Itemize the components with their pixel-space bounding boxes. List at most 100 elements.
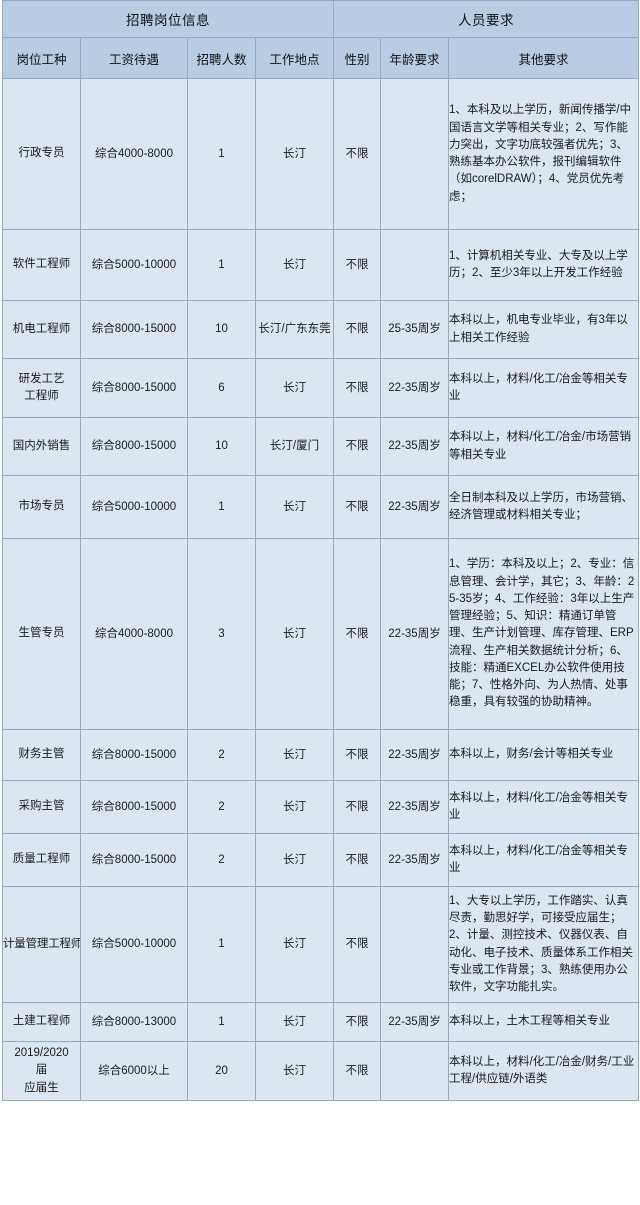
cell-salary: 综合8000-15000	[80, 729, 188, 781]
cell-other-requirements: 本科以上，材料/化工/冶金/市场营销等相关专业	[448, 417, 639, 476]
cell-other-requirements: 本科以上，材料/化工/冶金等相关专业	[448, 358, 639, 418]
table-row: 财务主管 综合8000-15000 2 长汀 不限 22-35周岁 本科以上，财…	[2, 729, 639, 781]
cell-gender: 不限	[333, 729, 381, 781]
cell-other-requirements: 1、大专以上学历，工作踏实、认真尽责，勤思好学，可接受应届生；2、计量、测控技术…	[448, 886, 639, 1003]
cell-age: 22-35周岁	[380, 417, 449, 476]
table-row: 生管专员 综合4000-8000 3 长汀 不限 22-35周岁 1、学历：本科…	[2, 538, 639, 730]
job-listing-table: 招聘岗位信息 人员要求 岗位工种 工资待遇 招聘人数 工作地点 性别 年龄要求 …	[2, 0, 639, 1101]
cell-gender: 不限	[333, 417, 381, 476]
cell-work-location: 长汀	[255, 229, 334, 301]
cell-job-type: 财务主管	[2, 729, 81, 781]
cell-salary: 综合8000-15000	[80, 780, 188, 834]
cell-age	[380, 229, 449, 301]
cell-headcount: 1	[187, 475, 256, 539]
cell-work-location: 长汀	[255, 538, 334, 730]
cell-headcount: 10	[187, 300, 256, 359]
table-row: 机电工程师 综合8000-15000 10 长汀/广东东莞 不限 25-35周岁…	[2, 300, 639, 359]
cell-gender: 不限	[333, 358, 381, 418]
cell-age: 25-35周岁	[380, 300, 449, 359]
cell-gender: 不限	[333, 78, 381, 230]
column-header-work-location: 工作地点	[255, 37, 334, 79]
cell-salary: 综合8000-13000	[80, 1002, 188, 1042]
group-header-personnel-requirements: 人员要求	[333, 0, 639, 38]
column-header-other: 其他要求	[448, 37, 639, 79]
cell-gender: 不限	[333, 780, 381, 834]
table-column-header-row: 岗位工种 工资待遇 招聘人数 工作地点 性别 年龄要求 其他要求	[2, 37, 639, 79]
cell-age: 22-35周岁	[380, 833, 449, 887]
cell-work-location: 长汀	[255, 780, 334, 834]
table-row: 行政专员 综合4000-8000 1 长汀 不限 1、本科及以上学历，新闻传播学…	[2, 78, 639, 230]
cell-age: 22-35周岁	[380, 475, 449, 539]
table-row: 质量工程师 综合8000-15000 2 长汀 不限 22-35周岁 本科以上，…	[2, 833, 639, 887]
cell-headcount: 2	[187, 729, 256, 781]
cell-other-requirements: 本科以上，材料/化工/冶金等相关专业	[448, 833, 639, 887]
cell-work-location: 长汀	[255, 475, 334, 539]
cell-headcount: 1	[187, 1002, 256, 1042]
cell-work-location: 长汀	[255, 1002, 334, 1042]
cell-job-type: 国内外销售	[2, 417, 81, 476]
cell-salary: 综合8000-15000	[80, 417, 188, 476]
cell-other-requirements: 1、学历：本科及以上；2、专业：信息管理、会计学，其它；3、年龄：25-35岁；…	[448, 538, 639, 730]
column-header-headcount: 招聘人数	[187, 37, 256, 79]
cell-job-type: 计量管理工程师	[2, 886, 81, 1003]
cell-age	[380, 886, 449, 1003]
cell-gender: 不限	[333, 475, 381, 539]
cell-gender: 不限	[333, 1002, 381, 1042]
cell-age: 22-35周岁	[380, 358, 449, 418]
table-row: 市场专员 综合5000-10000 1 长汀 不限 22-35周岁 全日制本科及…	[2, 475, 639, 539]
cell-job-type: 2019/2020 届应届生	[2, 1041, 81, 1101]
spreadsheet-sheet: 招聘岗位信息 人员要求 岗位工种 工资待遇 招聘人数 工作地点 性别 年龄要求 …	[2, 0, 639, 1101]
cell-age: 22-35周岁	[380, 729, 449, 781]
cell-other-requirements: 全日制本科及以上学历，市场营销、经济管理或材料相关专业；	[448, 475, 639, 539]
table-row: 软件工程师 综合5000-10000 1 长汀 不限 1、计算机相关专业、大专及…	[2, 229, 639, 301]
cell-gender: 不限	[333, 229, 381, 301]
cell-job-type: 采购主管	[2, 780, 81, 834]
cell-work-location: 长汀	[255, 833, 334, 887]
table-body: 行政专员 综合4000-8000 1 长汀 不限 1、本科及以上学历，新闻传播学…	[2, 78, 639, 1101]
cell-age: 22-35周岁	[380, 538, 449, 730]
cell-job-type: 土建工程师	[2, 1002, 81, 1042]
cell-headcount: 1	[187, 886, 256, 1003]
cell-job-type: 生管专员	[2, 538, 81, 730]
cell-headcount: 3	[187, 538, 256, 730]
cell-other-requirements: 本科以上，材料/化工/冶金/财务/工业工程/供应链/外语类	[448, 1041, 639, 1101]
cell-job-type: 机电工程师	[2, 300, 81, 359]
group-header-recruit-info: 招聘岗位信息	[2, 0, 334, 38]
column-header-gender: 性别	[333, 37, 381, 79]
cell-work-location: 长汀	[255, 729, 334, 781]
table-row: 土建工程师 综合8000-13000 1 长汀 不限 22-35周岁 本科以上，…	[2, 1002, 639, 1042]
cell-work-location: 长汀/广东东莞	[255, 300, 334, 359]
cell-age: 22-35周岁	[380, 780, 449, 834]
cell-salary: 综合6000以上	[80, 1041, 188, 1101]
cell-salary: 综合8000-15000	[80, 833, 188, 887]
cell-work-location: 长汀/厦门	[255, 417, 334, 476]
cell-gender: 不限	[333, 1041, 381, 1101]
cell-age	[380, 1041, 449, 1101]
cell-salary: 综合8000-15000	[80, 300, 188, 359]
cell-job-type: 软件工程师	[2, 229, 81, 301]
cell-headcount: 2	[187, 833, 256, 887]
cell-other-requirements: 1、计算机相关专业、大专及以上学历；2、至少3年以上开发工作经验	[448, 229, 639, 301]
cell-age: 22-35周岁	[380, 1002, 449, 1042]
cell-salary: 综合8000-15000	[80, 358, 188, 418]
table-row: 国内外销售 综合8000-15000 10 长汀/厦门 不限 22-35周岁 本…	[2, 417, 639, 476]
cell-salary: 综合4000-8000	[80, 538, 188, 730]
cell-salary: 综合4000-8000	[80, 78, 188, 230]
cell-other-requirements: 本科以上，材料/化工/冶金等相关专业	[448, 780, 639, 834]
cell-job-type: 质量工程师	[2, 833, 81, 887]
cell-other-requirements: 本科以上，财务/会计等相关专业	[448, 729, 639, 781]
cell-work-location: 长汀	[255, 358, 334, 418]
cell-gender: 不限	[333, 833, 381, 887]
table-row: 计量管理工程师 综合5000-10000 1 长汀 不限 1、大专以上学历，工作…	[2, 886, 639, 1003]
column-header-salary: 工资待遇	[80, 37, 188, 79]
table-row: 研发工艺 工程师 综合8000-15000 6 长汀 不限 22-35周岁 本科以…	[2, 358, 639, 418]
cell-age	[380, 78, 449, 230]
table-header: 招聘岗位信息 人员要求 岗位工种 工资待遇 招聘人数 工作地点 性别 年龄要求 …	[2, 0, 639, 79]
cell-salary: 综合5000-10000	[80, 475, 188, 539]
table-row: 2019/2020 届应届生 综合6000以上 20 长汀 不限 本科以上，材料/…	[2, 1041, 639, 1101]
cell-headcount: 6	[187, 358, 256, 418]
cell-work-location: 长汀	[255, 886, 334, 1003]
cell-other-requirements: 本科以上，土木工程等相关专业	[448, 1002, 639, 1042]
cell-headcount: 1	[187, 78, 256, 230]
table-group-header-row: 招聘岗位信息 人员要求	[2, 0, 639, 38]
